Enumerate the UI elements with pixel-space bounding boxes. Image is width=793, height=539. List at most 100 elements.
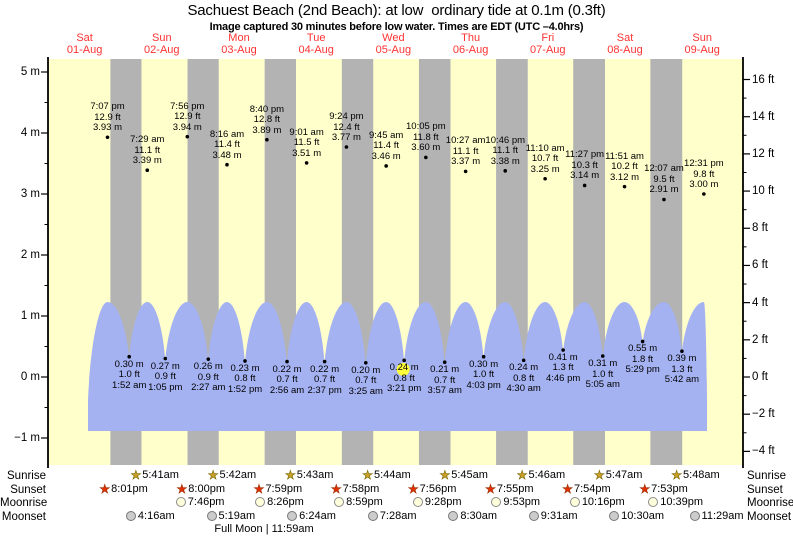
day-label: Fri 07-Aug [530,32,565,56]
tide-height-m: 0.55 m [628,343,658,355]
tide-height-ft: 0.7 ft [434,374,456,386]
day-date: 04-Aug [298,43,334,56]
tide-height-m: 3.51 m [292,147,322,159]
day-date: 09-Aug [684,43,720,56]
sunset-star-icon: ★ [99,481,111,496]
high-tide-dot [582,183,587,188]
moonrise-circle-icon [491,497,502,507]
feet-tick-label: 14 ft [752,110,775,123]
low-tide-annotation: 0.24 m 0.8 ft 3:21 pm [387,363,421,395]
astro-row-label-moonrise-right: Moonrise [747,497,793,509]
moonset-circle-icon [287,510,298,521]
moonrise-time: 10:39pm [660,496,704,508]
sunrise-star-icon: ★ [516,468,528,482]
tide-height-m: 3.37 m [451,156,481,168]
tide-height-m: 0.23 m [230,362,260,374]
high-tide-annotation: 9:24 pm 12.4 ft 3.77 m [329,112,363,144]
moonset-time: 4:16am [137,509,175,522]
tide-height-ft: 11.4 ft [373,140,400,152]
tide-height-m: 0.26 m [193,361,223,373]
tide-time: 9:24 pm [329,111,364,123]
day-label: Sun 02-Aug [144,32,180,56]
sunrise-entry: ★ 5:48am [671,469,720,482]
tide-height-ft: 10.3 ft [571,159,598,171]
low-tide-dot [243,359,247,363]
sunset-star-icon: ★ [485,481,496,496]
sunrise-star-icon: ★ [207,468,219,482]
day-date: 02-Aug [144,43,180,56]
tide-height-ft: 11.1 ft [492,145,519,157]
tide-time: 2:56 am [269,384,305,396]
high-tide-annotation: 8:40 pm 12.8 ft 3.89 m [250,104,284,137]
tide-time: 2:27 am [191,382,226,394]
high-tide-dot [304,161,309,165]
high-tide-dot [265,137,269,142]
sunset-time: 7:59pm [265,482,303,495]
low-tide-dot [402,358,406,363]
tide-time: 10:27 am [445,135,486,147]
sunrise-entry: ★ 5:46am [516,468,565,482]
moonset-circle-icon [206,510,217,521]
day-label: Mon 03-Aug [221,32,257,56]
tide-height-ft: 0.8 ft [513,372,535,384]
sunset-time: 7:53pm [651,482,688,495]
sunrise-entry: ★ 5:41am [130,469,179,482]
moonset-time: 9:31am [540,509,578,522]
chart-subtitle: Image captured 30 minutes before low wat… [209,21,584,33]
tide-height-m: 0.22 m [310,363,340,375]
tide-height-ft: 1.3 ft [671,363,693,375]
moonrise-time: 9:28pm [424,496,462,508]
moonrise-entry: 10:39pm [648,496,703,508]
moonrise-circle-icon [334,497,345,507]
meter-tick-label: 4 m [20,127,40,139]
full-moon-note: Full Moon | 11:59am [214,523,314,535]
day-name: Sun [152,32,172,44]
tide-height-ft: 0.8 ft [234,373,256,385]
tide-height-ft: 0.7 ft [314,374,336,386]
sunset-star-icon: ★ [330,481,342,496]
tide-time: 10:46 pm [485,134,526,146]
moonset-circle-icon [609,510,620,521]
sunset-star-icon: ★ [407,481,419,496]
tide-time: 11:10 am [525,142,565,154]
moonrise-circle-icon [175,497,186,507]
moonrise-time: 8:26pm [267,496,304,508]
tide-height-ft: 0.7 ft [276,374,298,386]
day-date: 05-Aug [375,43,412,56]
tide-time: 4:46 pm [545,372,581,384]
day-date: 03-Aug [221,43,257,56]
low-tide-annotation: 0.22 m 0.7 ft 2:56 am [269,364,305,397]
day-name: Sat [76,32,93,44]
sunset-time: 7:55pm [496,482,534,495]
low-tide-annotation: 0.41 m 1.3 ft 4:46 pm [545,352,581,385]
feet-tick-label: 12 ft [752,147,775,160]
tide-height-ft: 1.0 ft [473,369,495,381]
moonset-time: 6:24am [299,509,336,522]
high-tide-annotation: 12:31 pm 9.8 ft 3.00 m [684,158,724,191]
moonset-circle-icon [528,510,539,521]
high-tide-dot [622,184,627,189]
tide-height-m: 0.24 m [389,362,419,374]
day-label: Tue 04-Aug [298,32,334,56]
sunset-entry: ★ 7:58pm [330,481,380,496]
high-tide-dot [145,168,150,173]
tide-height-m: 0.20 m [351,364,381,376]
low-tide-dot [163,356,168,361]
tide-height-m: 3.93 m [92,122,123,134]
tide-height-ft: 10.7 ft [531,153,559,165]
feet-tick-label: 16 ft [752,73,775,86]
tide-time: 8:16 am [209,128,245,140]
tide-height-m: 3.89 m [252,124,282,136]
tide-height-ft: 0.9 ft [197,371,219,383]
low-tide-dot [561,348,565,352]
tide-height-m: 2.91 m [649,184,679,196]
moonrise-circle-icon [569,497,580,507]
tide-time: 9:01 am [289,126,324,138]
tide-height-ft: 9.5 ft [653,173,675,185]
sunset-entry: ★ 7:56pm [407,481,457,496]
tide-height-m: 0.21 m [430,364,460,376]
moonrise-time: 8:59pm [346,496,383,508]
day-name: Mon [228,32,250,44]
moonset-time: 5:19am [218,509,256,522]
high-tide-annotation: 9:45 am 11.4 ft 3.46 m [369,130,403,163]
